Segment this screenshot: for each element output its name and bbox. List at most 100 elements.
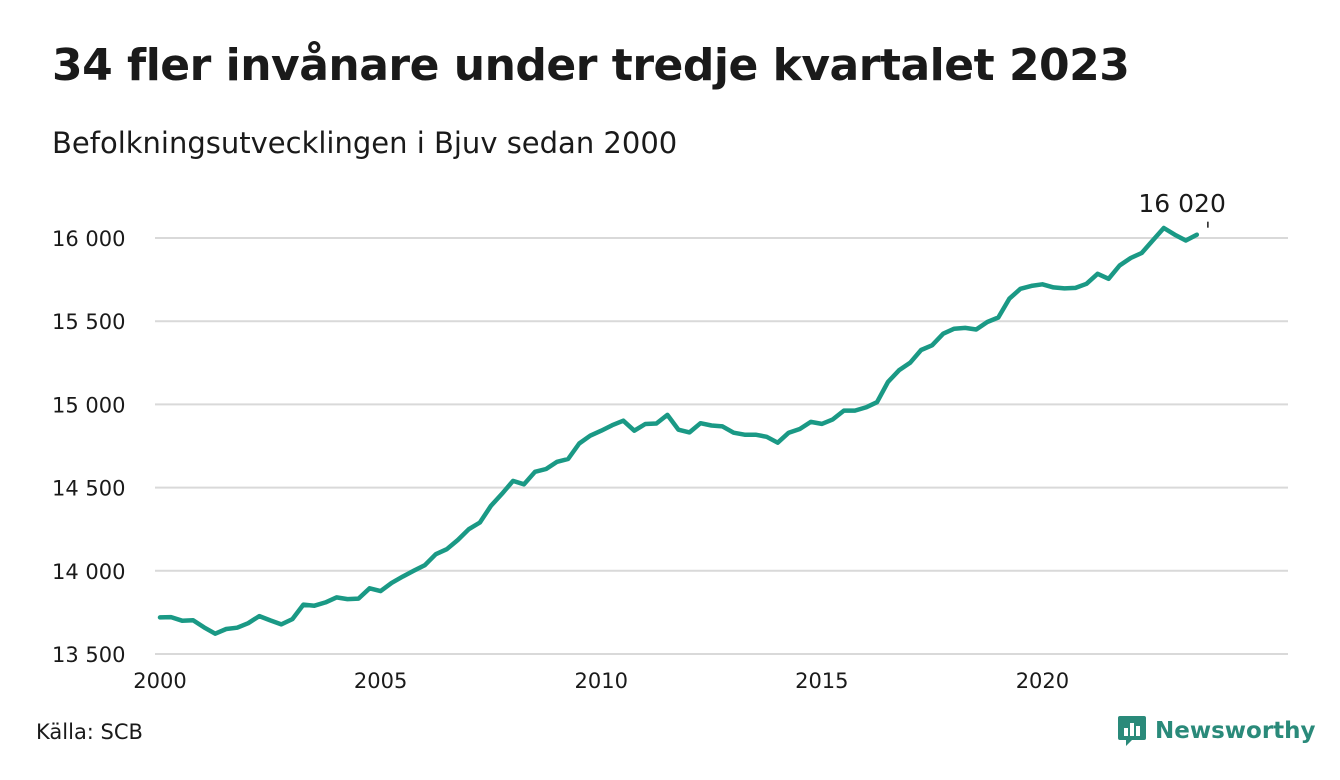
data-point	[1029, 284, 1033, 288]
data-point	[621, 419, 625, 423]
data-point	[996, 315, 1000, 319]
data-point	[1040, 282, 1044, 286]
data-point	[820, 422, 824, 426]
data-point	[378, 589, 382, 593]
data-point	[687, 430, 691, 434]
data-point	[257, 614, 261, 618]
data-point	[1195, 232, 1199, 236]
y-tick-label: 14 000	[52, 560, 125, 584]
y-tick-label: 13 500	[52, 643, 125, 667]
data-point	[1173, 232, 1177, 236]
data-point	[930, 343, 934, 347]
data-point	[566, 457, 570, 461]
data-point	[169, 615, 173, 619]
data-point	[323, 600, 327, 604]
data-point	[577, 441, 581, 445]
data-point	[202, 625, 206, 629]
data-point	[798, 427, 802, 431]
brand-logo[interactable]: Newsworthy	[1117, 714, 1316, 748]
data-point	[1139, 251, 1143, 255]
data-point	[1062, 286, 1066, 290]
data-point	[1128, 256, 1132, 260]
data-point	[367, 586, 371, 590]
x-axis-ticks: 2000 2005 2010 2015 2020	[133, 669, 1069, 693]
newsworthy-logo-icon	[1118, 716, 1146, 746]
data-point	[423, 563, 427, 567]
data-point	[312, 604, 316, 608]
data-point	[445, 547, 449, 551]
data-point	[864, 405, 868, 409]
data-point	[753, 432, 757, 436]
annotation-layer: 16 020	[1138, 189, 1226, 228]
data-point	[842, 408, 846, 412]
data-point	[1007, 297, 1011, 301]
data-point	[775, 440, 779, 444]
data-point	[831, 417, 835, 421]
data-point	[1051, 285, 1055, 289]
data-point	[434, 552, 438, 556]
data-point	[875, 400, 879, 404]
data-point	[897, 368, 901, 372]
data-point	[180, 619, 184, 623]
data-point	[213, 631, 217, 635]
annotation-label: 16 020	[1138, 189, 1225, 218]
data-point	[1151, 238, 1155, 242]
data-point	[489, 504, 493, 508]
y-tick-label: 15 500	[52, 310, 125, 334]
y-tick-label: 15 000	[52, 393, 125, 417]
series-line	[157, 225, 1200, 636]
data-point	[1162, 226, 1166, 230]
data-point	[632, 428, 636, 432]
data-point	[952, 326, 956, 330]
data-point	[941, 331, 945, 335]
brand-name: Newsworthy	[1155, 718, 1316, 744]
data-point	[334, 595, 338, 599]
data-point	[1084, 282, 1088, 286]
chart-subtitle: Befolkningsutvecklingen i Bjuv sedan 200…	[52, 126, 678, 160]
y-tick-label: 16 000	[52, 227, 125, 251]
data-point	[974, 327, 978, 331]
data-point	[963, 326, 967, 330]
data-point	[279, 622, 283, 626]
data-point	[1073, 286, 1077, 290]
series-layer	[157, 225, 1200, 636]
data-point	[191, 618, 195, 622]
data-point	[1106, 277, 1110, 281]
data-point	[1095, 272, 1099, 276]
data-point	[290, 617, 294, 621]
data-point	[400, 574, 404, 578]
data-point	[588, 433, 592, 437]
data-point	[809, 420, 813, 424]
data-point	[522, 482, 526, 486]
data-point	[1117, 263, 1121, 267]
data-point	[654, 421, 658, 425]
data-point	[698, 421, 702, 425]
data-point	[610, 423, 614, 427]
data-point	[665, 413, 669, 417]
data-point	[268, 618, 272, 622]
data-point	[500, 492, 504, 496]
data-point	[533, 470, 537, 474]
y-axis-ticks: 13 500 14 000 14 500 15 000 15 500 16 000	[52, 227, 125, 667]
data-point	[301, 602, 305, 606]
data-point	[235, 626, 239, 630]
data-point	[1018, 287, 1022, 291]
data-point	[742, 432, 746, 436]
data-point	[985, 320, 989, 324]
x-tick-label: 2005	[354, 669, 407, 693]
data-point	[643, 422, 647, 426]
data-point	[764, 435, 768, 439]
data-point	[467, 527, 471, 531]
data-point	[411, 569, 415, 573]
data-point	[919, 348, 923, 352]
data-point	[731, 430, 735, 434]
data-point	[787, 430, 791, 434]
data-point	[599, 428, 603, 432]
x-tick-label: 2015	[795, 669, 848, 693]
source-note: Källa: SCB	[36, 720, 143, 744]
data-point	[478, 520, 482, 524]
data-point	[246, 621, 250, 625]
data-point	[908, 361, 912, 365]
data-point	[709, 423, 713, 427]
